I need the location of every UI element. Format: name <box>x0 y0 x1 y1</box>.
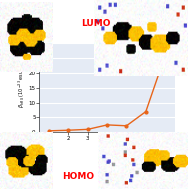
Y-axis label: $\beta_{HRS}$ (10$^{-33}$ esu): $\beta_{HRS}$ (10$^{-33}$ esu) <box>16 67 27 108</box>
Text: LUMO: LUMO <box>81 19 110 28</box>
Text: HOMO: HOMO <box>62 172 94 181</box>
